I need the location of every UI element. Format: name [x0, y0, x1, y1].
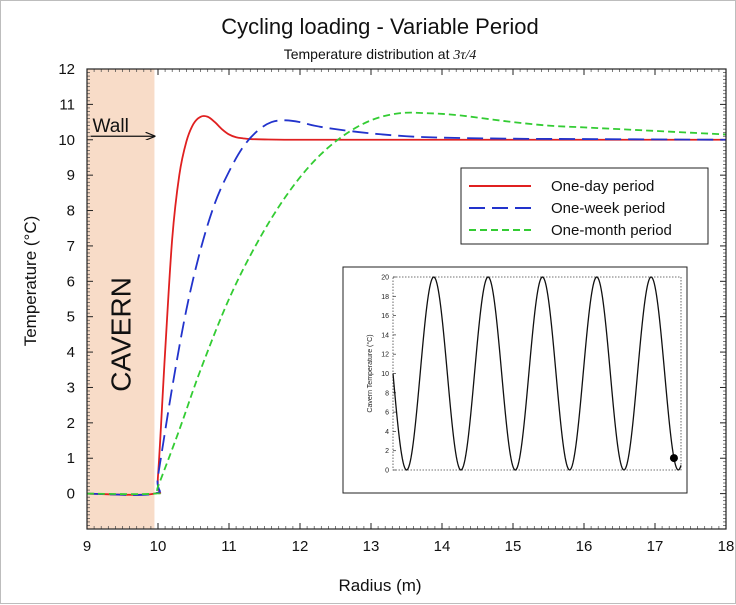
y-tick-label: 4	[67, 344, 75, 361]
inset-y-tick-label: 4	[385, 429, 389, 436]
inset-sine-line	[392, 276, 682, 471]
inset-y-tick-label: 8	[385, 390, 389, 397]
legend-label-2: One-week period	[551, 200, 665, 217]
y-tick-label: 3	[67, 379, 75, 396]
inset-y-tick-label: 6	[385, 410, 389, 417]
x-axis-label: Radius (m)	[338, 576, 421, 595]
x-tick-label: 10	[150, 538, 167, 555]
cavern-region	[87, 69, 155, 529]
chart-title: Cycling loading - Variable Period	[221, 14, 539, 39]
inset-y-tick-label: 12	[381, 352, 389, 359]
y-tick-label: 1	[67, 450, 75, 467]
inset-y-tick-label: 0	[385, 468, 389, 475]
y-tick-label: 9	[67, 167, 75, 184]
inset-y-tick-label: 14	[381, 332, 389, 339]
wall-label: Wall	[93, 116, 129, 137]
y-tick-label: 10	[58, 132, 75, 149]
y-tick-label: 11	[59, 96, 75, 113]
inset-y-tick-label: 10	[381, 371, 389, 378]
y-tick-label: 12	[58, 61, 75, 78]
x-tick-label: 12	[292, 538, 309, 555]
series-line-3	[86, 111, 727, 496]
x-tick-label: 13	[363, 538, 380, 555]
y-tick-label: 6	[67, 273, 75, 290]
x-tick-label: 11	[221, 538, 237, 555]
x-tick-label: 18	[718, 538, 735, 555]
inset-chart: 0 2 4 6 8 10 12 14 16 18 20 Cavern Temperature (°C)	[342, 266, 688, 494]
series-lines	[86, 111, 727, 496]
cavern-label: CAVERN	[106, 277, 137, 392]
inset-frame	[342, 266, 688, 494]
legend-label-1: One-day period	[551, 178, 654, 195]
inset-y-tick-label: 2	[385, 448, 389, 455]
inset-y-tick-label: 20	[381, 275, 389, 282]
x-tick-label: 14	[434, 538, 451, 555]
x-tick-label: 16	[576, 538, 593, 555]
chart-subtitle-prefix: Temperature distribution at	[284, 46, 454, 62]
y-tick-label: 8	[67, 203, 75, 220]
x-tick-label: 15	[505, 538, 522, 555]
series-line-2	[86, 119, 727, 496]
chart-subtitle-math: 3τ/4	[452, 48, 476, 63]
plot-area-border	[86, 68, 727, 530]
chart-subtitle: Temperature distribution at 3τ/4	[284, 46, 477, 63]
y-tick-label: 0	[67, 486, 75, 503]
legend-box	[460, 167, 709, 245]
series-line-1	[86, 115, 726, 496]
y-axis-label: Temperature (°C)	[21, 216, 40, 347]
legend: One-day period One-week period One-month p…	[460, 167, 709, 245]
x-tick-label: 17	[647, 538, 664, 555]
inset-y-tick-label: 16	[381, 313, 389, 320]
y-tick-label: 7	[67, 238, 75, 255]
inset-y-tick-label: 18	[381, 294, 389, 301]
inset-y-axis-label: Cavern Temperature (°C)	[366, 334, 374, 412]
inset-marker-point	[669, 454, 678, 463]
x-tick-label: 9	[83, 538, 91, 555]
legend-label-3: One-month period	[551, 222, 672, 239]
y-tick-label: 5	[67, 309, 75, 326]
y-tick-label: 2	[67, 415, 75, 432]
